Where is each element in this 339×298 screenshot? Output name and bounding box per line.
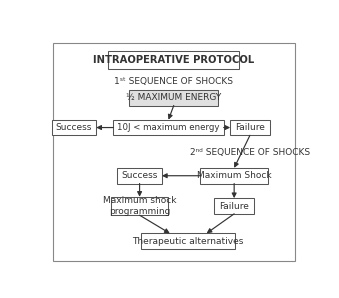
Text: INTRAOPERATIVE PROTOCOL: INTRAOPERATIVE PROTOCOL (93, 55, 254, 65)
Text: 10J < maximum energy: 10J < maximum energy (117, 123, 220, 132)
Bar (113, 120, 224, 135)
Bar (200, 168, 268, 184)
Text: Success: Success (56, 123, 92, 132)
Bar (129, 90, 218, 105)
Bar (215, 198, 254, 214)
Text: Failure: Failure (219, 201, 249, 210)
Text: Failure: Failure (235, 123, 265, 132)
Bar (108, 51, 239, 69)
Text: Maximum Shock: Maximum Shock (197, 171, 272, 180)
Text: Therapeutic alternatives: Therapeutic alternatives (133, 237, 244, 246)
Bar (117, 168, 162, 184)
Bar (111, 197, 168, 215)
Bar (141, 233, 236, 249)
Text: 1ˢᵗ SEQUENCE OF SHOCKS: 1ˢᵗ SEQUENCE OF SHOCKS (114, 77, 233, 86)
Text: 2ⁿᵈ SEQUENCE OF SHOCKS: 2ⁿᵈ SEQUENCE OF SHOCKS (190, 148, 310, 157)
Text: ½ MAXIMUM ENERGY: ½ MAXIMUM ENERGY (126, 93, 221, 102)
Bar (52, 120, 96, 135)
Text: Success: Success (121, 171, 158, 180)
Bar (230, 120, 270, 135)
Text: Maximum shock
programming: Maximum shock programming (103, 196, 176, 216)
